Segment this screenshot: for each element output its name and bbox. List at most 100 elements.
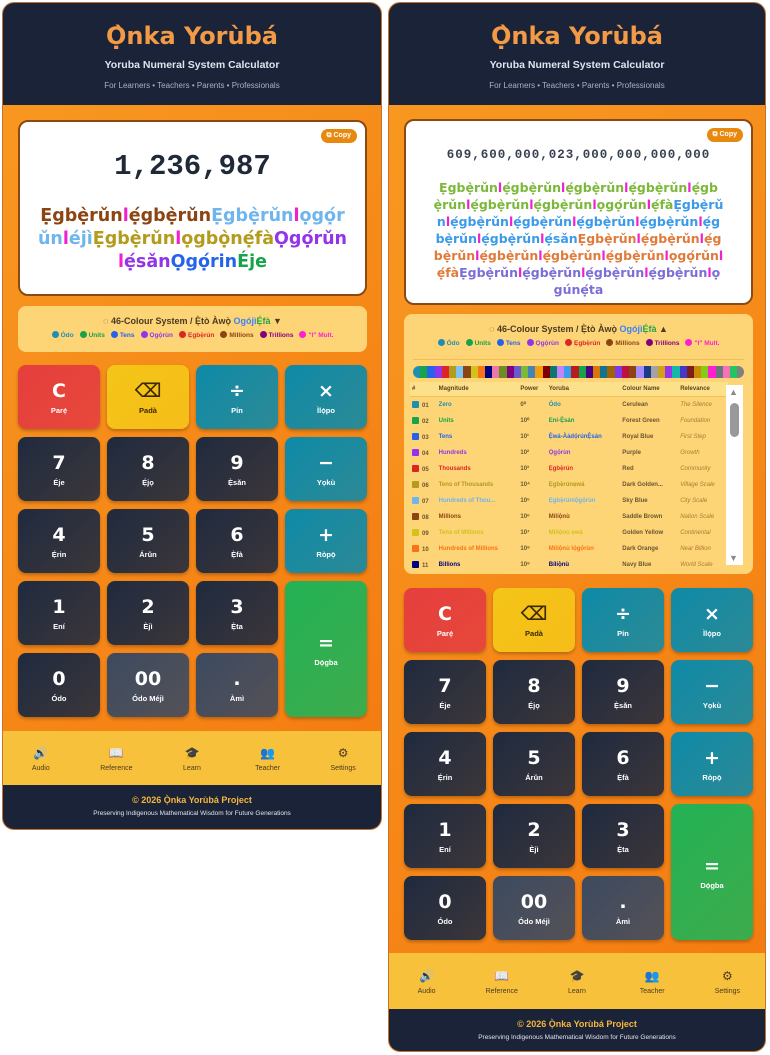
scroll-thumb[interactable]: [730, 403, 739, 437]
key-label: Ẹ̀fà: [231, 549, 243, 559]
connector-l: l: [538, 248, 543, 263]
digit-3-button[interactable]: 3 Ẹ̀ta: [582, 804, 664, 868]
table-row[interactable]: 04 Hundreds 10² Ọgọ́rùn Purple Growth: [410, 445, 728, 461]
subtract-button[interactable]: − Yọkù: [285, 437, 367, 501]
nav-label: Settings: [714, 988, 740, 995]
key-symbol: 00: [134, 667, 162, 690]
connector-l: l: [699, 231, 704, 246]
nav-learn[interactable]: 🎓 Learn: [547, 969, 607, 995]
backspace-button[interactable]: ⌫ Padà: [107, 365, 189, 429]
word-segment: Ọgọ́rin: [170, 252, 238, 272]
digit-2-button[interactable]: 2 Èjì: [493, 804, 575, 868]
digit-8-button[interactable]: 8 Ẹ́jọ: [493, 660, 575, 724]
digit-9-button[interactable]: 9 Ẹ̀sǎn: [196, 437, 278, 501]
table-row[interactable]: 10 Hundreds of Millions 10⁸ Mílíọ̀nù lọ́gọ́…: [410, 541, 728, 557]
key-symbol: 2: [141, 595, 155, 618]
legend-item: Trillions: [645, 339, 679, 347]
yoruba-cell: Bílíọ̀nù: [548, 561, 570, 568]
connector-l: l: [572, 214, 577, 229]
scroll-up-icon[interactable]: ▲: [729, 387, 738, 397]
decimal-button[interactable]: . Àmì: [196, 653, 278, 717]
chevron-up-icon[interactable]: ▲: [659, 324, 668, 334]
legend-label: Millions: [229, 332, 254, 339]
multiply-button[interactable]: × Ìlọ́po: [671, 588, 753, 652]
digit-5-button[interactable]: 5 Árǔn: [107, 509, 189, 573]
digit-7-button[interactable]: 7 Éje: [404, 660, 486, 724]
number-display: 1,236,987: [114, 150, 271, 183]
digit-6-button[interactable]: 6 Ẹ̀fà: [582, 732, 664, 796]
nav-teacher[interactable]: 👥 Teacher: [238, 746, 298, 772]
scroll-down-icon[interactable]: ▼: [729, 553, 738, 563]
table-row[interactable]: 01 Zero 0⁰ Ódo Cerulean The Silence: [410, 397, 728, 413]
digit-0-button[interactable]: 0 Ódo: [404, 876, 486, 940]
word-segment: ẹ́gbẹ̀rǔn: [628, 180, 688, 195]
double-zero-button[interactable]: 00 Ódo Méjì: [493, 876, 575, 940]
table-row[interactable]: 02 Units 10⁰ Ení-Ẹ̀sán Forest Green Foundatio…: [410, 413, 728, 429]
multiply-button[interactable]: × Ìlọ́po: [285, 365, 367, 429]
table-row[interactable]: 11 Billions 10⁹ Bílíọ̀nù Navy Blue World Scal…: [410, 557, 728, 573]
key-label: Ení: [439, 844, 451, 854]
equals-button[interactable]: = Dọ́gba: [671, 804, 753, 940]
colour-legend[interactable]: ◌ 46-Colour System / Ẹ̀tò Àwọ̀ OgójìẸ́fà…: [18, 306, 367, 352]
legend-items: Ódo Units Tens Ọgọ́rùn Ẹgbẹ̀rún Millions Trill…: [18, 331, 367, 339]
divide-button[interactable]: ÷ Pín: [582, 588, 664, 652]
double-zero-button[interactable]: 00 Ódo Méjì: [107, 653, 189, 717]
legend-title[interactable]: ◌ 46-Colour System / Ẹ̀tò Àwọ̀ OgójìẸ́fà…: [18, 316, 367, 326]
subtract-button[interactable]: − Yọkù: [671, 660, 753, 724]
add-button[interactable]: + Ròpọ̀: [671, 732, 753, 796]
backspace-button[interactable]: ⌫ Padà: [493, 588, 575, 652]
digit-1-button[interactable]: 1 Ení: [18, 581, 100, 645]
nav-reference[interactable]: 📖 Reference: [86, 746, 146, 772]
colour-swatch: [643, 366, 651, 378]
add-button[interactable]: + Ròpọ̀: [285, 509, 367, 573]
digit-8-button[interactable]: 8 Ẹ́jọ: [107, 437, 189, 501]
decimal-button[interactable]: . Àmì: [582, 876, 664, 940]
legend-title[interactable]: ◌ 46-Colour System / Ẹ̀tò Àwọ̀ OgójìẸ́fà…: [404, 324, 753, 334]
connector-l: l: [476, 231, 482, 246]
copy-button[interactable]: ⧉ Copy: [706, 128, 743, 142]
legend-dot: [178, 331, 186, 338]
bottom-nav: 🔊 Audio 📖 Reference 🎓 Learn 👥 Teacher ⚙ Settings: [389, 953, 765, 1011]
clear-button[interactable]: C Parẹ́: [18, 365, 100, 429]
nav-audio[interactable]: 🔊 Audio: [397, 969, 457, 995]
digit-2-button[interactable]: 2 Èjì: [107, 581, 189, 645]
digit-3-button[interactable]: 3 Ẹ̀ta: [196, 581, 278, 645]
key-label: Pín: [617, 628, 629, 638]
clear-button[interactable]: C Parẹ́: [404, 588, 486, 652]
digit-7-button[interactable]: 7 Éje: [18, 437, 100, 501]
digit-1-button[interactable]: 1 Ení: [404, 804, 486, 868]
digit-0-button[interactable]: 0 Ódo: [18, 653, 100, 717]
table-row[interactable]: 06 Tens of Thousands 10⁴ Ẹgbẹ̀rúnẹwá Dark Go…: [410, 477, 728, 493]
digit-6-button[interactable]: 6 Ẹ̀fà: [196, 509, 278, 573]
table-row[interactable]: 03 Tens 10¹ Ẹ̀wá-Àádọ́rúnẸ̀sán Royal Blue Fir…: [410, 429, 728, 445]
scrollbar[interactable]: ▲ ▼: [726, 385, 743, 565]
nav-learn[interactable]: 🎓 Learn: [162, 746, 222, 772]
key-symbol: ÷: [615, 602, 631, 625]
colour-square: [412, 496, 419, 504]
table-row[interactable]: 05 Thousands 10³ Ẹgbẹ̀rún Red Community: [410, 461, 728, 477]
copy-button[interactable]: ⧉ Copy: [320, 129, 357, 143]
row-index: 10: [422, 546, 429, 553]
table-row[interactable]: 09 Tens of Millions 10⁷ Mílíọ̀nù ẹwá Golden …: [410, 525, 728, 541]
key-symbol: 00: [520, 890, 548, 913]
digit-4-button[interactable]: 4 Ẹ́rin: [404, 732, 486, 796]
chevron-down-icon[interactable]: ▼: [273, 316, 282, 326]
colour-square: [412, 512, 419, 520]
nav-settings[interactable]: ⚙ Settings: [697, 969, 757, 995]
colour-swatch: [477, 366, 486, 378]
digit-4-button[interactable]: 4 Ẹ́rin: [18, 509, 100, 573]
word-segment: ẹ́fà: [651, 197, 674, 212]
table-row[interactable]: 08 Millions 10⁶ Mílíọ̀nù Saddle Brown Nation …: [410, 509, 728, 525]
nav-reference[interactable]: 📖 Reference: [472, 969, 532, 995]
nav-audio[interactable]: 🔊 Audio: [11, 746, 71, 772]
graduation-cap-icon: 🎓: [569, 969, 585, 983]
word-segment: ẹ́gbẹ̀rǔn: [576, 214, 636, 229]
equals-button[interactable]: = Dọ́gba: [285, 581, 367, 717]
nav-teacher[interactable]: 👥 Teacher: [622, 969, 682, 995]
connector-l: l: [635, 214, 640, 229]
digit-5-button[interactable]: 5 Árǔn: [493, 732, 575, 796]
divide-button[interactable]: ÷ Pín: [196, 365, 278, 429]
digit-9-button[interactable]: 9 Ẹ̀sǎn: [582, 660, 664, 724]
nav-settings[interactable]: ⚙ Settings: [313, 746, 373, 772]
table-row[interactable]: 07 Hundreds of Thou... 10⁵ Ẹgbẹ̀rúnlọ́gọ́rù…: [410, 493, 728, 509]
